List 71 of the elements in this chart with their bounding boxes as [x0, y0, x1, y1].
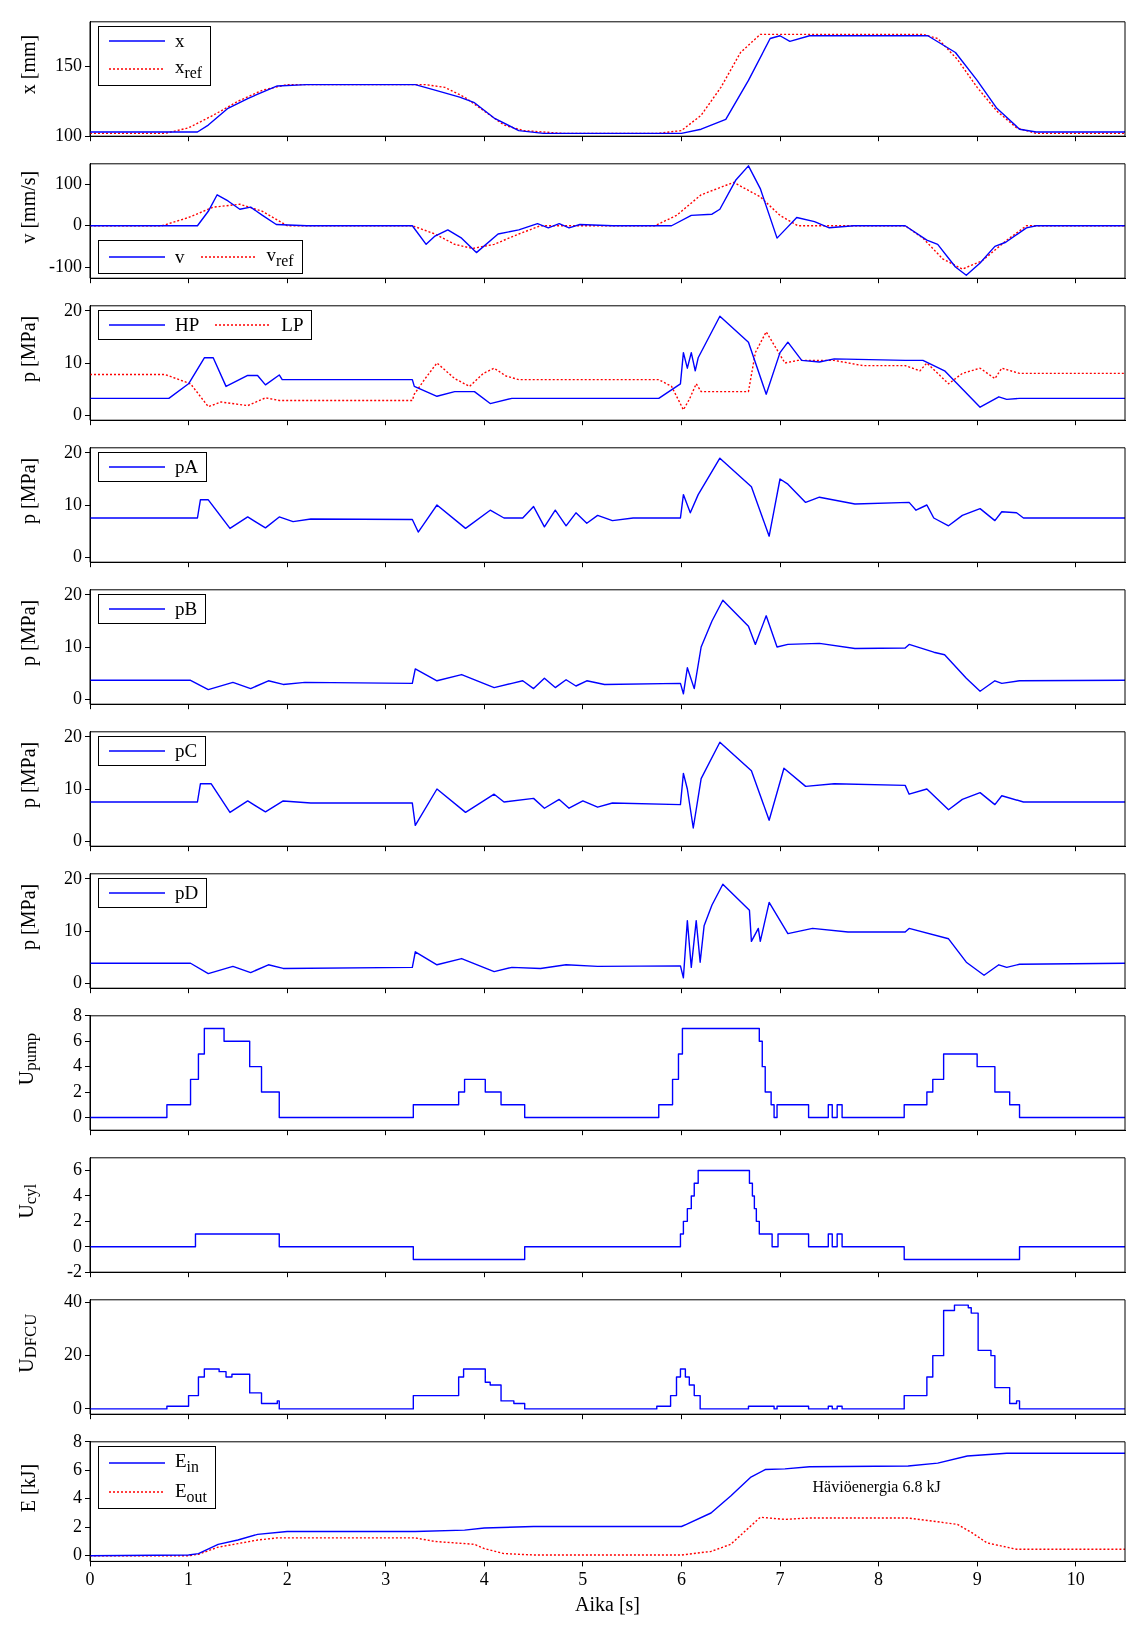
- y-tick-label: 0: [73, 214, 82, 235]
- y-tick-label: 20: [64, 583, 82, 604]
- y-axis-title: p [MPa]: [16, 742, 40, 811]
- y-tick-label: 0: [73, 1397, 82, 1418]
- y-axis-title: p [MPa]: [16, 316, 40, 385]
- y-axis-title: p [MPa]: [16, 458, 40, 527]
- y-tick-label: 0: [73, 971, 82, 992]
- y-tick-label: -100: [49, 255, 82, 276]
- annotation: Häviöenergia 6.8 kJ: [812, 1478, 941, 1497]
- y-tick-label: 20: [64, 725, 82, 746]
- y-tick-label: 10: [64, 777, 82, 798]
- x-tick-label: 9: [972, 1568, 982, 1589]
- y-tick-label: 8: [73, 1430, 82, 1451]
- x-tick-label: 10: [1066, 1568, 1085, 1589]
- legend-label: x$_{ref}$: [175, 55, 203, 82]
- y-tick-label: 20: [64, 441, 82, 462]
- legend-label: pA: [175, 455, 199, 478]
- legend-label: HP: [175, 313, 200, 336]
- y-tick-label: 100: [55, 173, 82, 194]
- y-tick-label: 2: [73, 1515, 82, 1536]
- y-tick-label: 10: [64, 351, 82, 372]
- y-tick-label: 20: [64, 299, 82, 320]
- x-axis-title: Aika [s]: [575, 1593, 640, 1616]
- x-tick-label: 5: [578, 1568, 588, 1589]
- line-series: [90, 331, 1125, 411]
- y-tick-label: 20: [64, 1344, 82, 1365]
- y-tick-label: 40: [64, 1291, 82, 1312]
- x-tick-label: 3: [381, 1568, 391, 1589]
- y-tick-label: 2: [73, 1080, 82, 1101]
- y-tick-label: 0: [73, 829, 82, 850]
- legend-label: v: [175, 246, 185, 269]
- y-tick-label: 10: [64, 635, 82, 656]
- legend-label: LP: [281, 313, 304, 336]
- y-tick-label: 0: [73, 1235, 82, 1256]
- y-tick-label: 0: [73, 403, 82, 424]
- y-axis-title: v [mm/s]: [16, 170, 40, 246]
- y-tick-label: 20: [64, 867, 82, 888]
- legend-label: x: [175, 29, 185, 52]
- legend-label: pB: [175, 597, 198, 620]
- y-tick-label: 2: [73, 1210, 82, 1231]
- y-tick-label: 6: [73, 1459, 82, 1480]
- y-tick-label: 10: [64, 493, 82, 514]
- legend-label: v$_{ref}$: [266, 244, 294, 271]
- legend-label: pD: [175, 881, 199, 904]
- y-tick-label: 6: [73, 1159, 82, 1180]
- y-tick-label: 150: [55, 55, 82, 76]
- y-tick-label: 0: [73, 687, 82, 708]
- legend-label: pC: [175, 739, 198, 762]
- y-tick-label: 0: [73, 1106, 82, 1127]
- y-tick-label: 6: [73, 1029, 82, 1050]
- y-tick-label: 8: [73, 1004, 82, 1025]
- x-tick-label: 6: [676, 1568, 686, 1589]
- y-axis-title: x [mm]: [16, 35, 40, 97]
- y-tick-label: 0: [73, 545, 82, 566]
- y-tick-label: 4: [73, 1055, 82, 1076]
- legend-label: E$_{out}$: [175, 1479, 207, 1506]
- x-tick-label: 7: [775, 1568, 785, 1589]
- x-tick-label: 4: [479, 1568, 489, 1589]
- y-tick-label: 100: [55, 124, 82, 145]
- y-tick-label: -2: [67, 1260, 82, 1281]
- y-tick-label: 4: [73, 1487, 82, 1508]
- y-tick-label: 0: [73, 1544, 82, 1565]
- x-tick-label: 8: [874, 1568, 884, 1589]
- x-tick-label: 1: [184, 1568, 194, 1589]
- x-tick-label: 2: [282, 1568, 292, 1589]
- y-axis-title: p [MPa]: [16, 884, 40, 953]
- y-tick-label: 4: [73, 1184, 82, 1205]
- y-tick-label: 10: [64, 919, 82, 940]
- y-axis-title: p [MPa]: [16, 600, 40, 669]
- y-axis-title: E [kJ]: [16, 1463, 40, 1514]
- legend-label: E$_{in}$: [175, 1449, 199, 1476]
